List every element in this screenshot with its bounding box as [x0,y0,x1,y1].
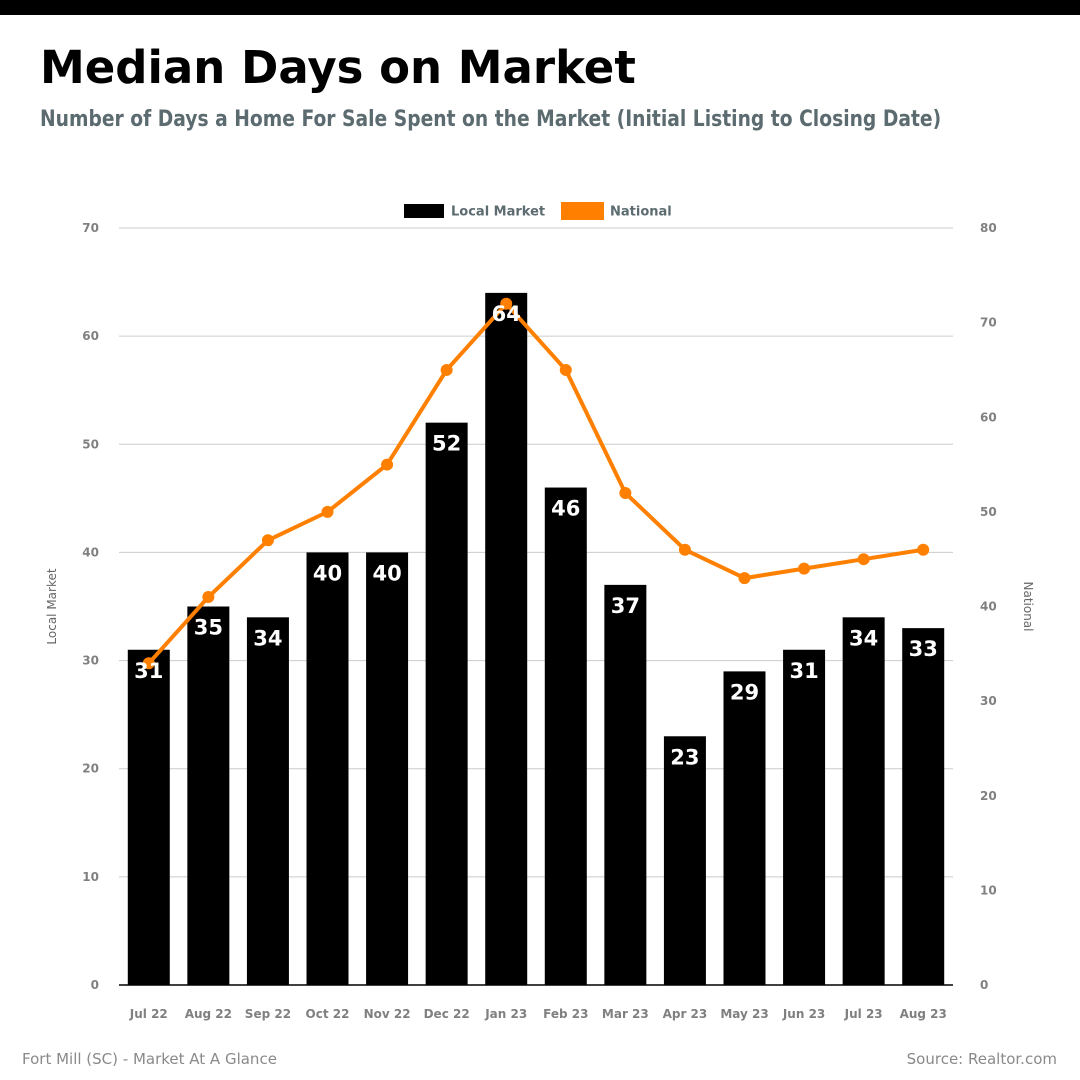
bar-local-market [842,617,885,985]
bar-local-market [366,552,409,985]
y-left-tick-label: 0 [91,978,99,992]
legend-swatch-local-market [404,204,444,218]
y-left-tick-label: 20 [82,762,99,776]
bar-value-label: 23 [670,745,699,769]
bar-value-label: 52 [432,432,461,456]
bar-value-label: 31 [134,659,163,683]
bar-local-market [485,292,528,985]
x-tick-label: Mar 23 [602,1007,649,1021]
bar-local-market [127,649,170,985]
point-national [559,363,572,376]
bar-local-market [187,606,230,985]
bar-value-label: 46 [551,497,580,521]
bar-local-market [783,649,826,985]
point-national [261,534,274,547]
point-national [440,363,453,376]
bar-value-label: 29 [730,680,759,704]
y-left-tick-label: 40 [82,545,99,559]
bar-local-market [306,552,349,985]
footer-source: Source: Realtor.com [906,1050,1057,1068]
bar-value-label: 31 [789,659,818,683]
x-tick-label: Jul 23 [844,1007,883,1021]
bar-local-market [604,584,647,985]
y-right-tick-label: 70 [980,316,997,330]
legend-label-national: National [610,205,672,220]
point-national [321,505,334,518]
y-left-tick-label: 50 [82,437,99,451]
line-national [146,301,926,666]
y-right-tick-label: 20 [980,789,997,803]
point-national [798,562,811,575]
x-tick-label: Nov 22 [364,1007,411,1021]
x-tick-label: Jun 23 [782,1007,825,1021]
bar-value-label: 64 [492,302,521,326]
bar-value-label: 37 [611,594,640,618]
x-tick-label: May 23 [720,1007,768,1021]
y-right-tick-label: 40 [980,600,997,614]
point-national [142,657,155,670]
bar-local-market [902,628,945,985]
x-tick-label: Aug 22 [185,1007,232,1021]
bar-local-market [246,617,289,985]
legend-label-local-market: Local Market [451,205,545,220]
bar-value-label: 40 [372,561,401,585]
bar-local-market [544,487,587,985]
y-left-tick-label: 10 [82,870,99,884]
bar-value-label: 34 [849,626,878,650]
y-right-tick-label: 10 [980,883,997,897]
bar-local-market [723,671,766,985]
point-national [202,591,215,604]
bar-value-label: 40 [313,561,342,585]
bar-local-market [663,736,706,985]
y-left-tick-label: 70 [82,221,99,235]
y-left-tick-label: 60 [82,329,99,343]
page-subtitle: Number of Days a Home For Sale Spent on … [40,107,942,132]
x-tick-label: Feb 23 [543,1007,588,1021]
y-left-axis-title: Local Market [45,568,59,644]
y-right-tick-label: 30 [980,694,997,708]
y-right-tick-label: 60 [980,410,997,424]
legend-swatch-national [561,202,604,220]
bar-value-label: 34 [253,626,282,650]
bar-value-label: 33 [909,637,938,661]
page-title: Median Days on Market [40,41,636,94]
point-national [857,553,870,566]
x-tick-label: Apr 23 [663,1007,708,1021]
y-right-tick-label: 50 [980,505,997,519]
x-tick-label: Jul 22 [129,1007,168,1021]
y-right-tick-label: 0 [980,978,988,992]
bar-local-market [425,422,468,986]
x-tick-label: Jan 23 [484,1007,527,1021]
top-bar [0,0,1080,15]
x-tick-label: Sep 22 [245,1007,291,1021]
x-tick-label: Aug 23 [900,1007,947,1021]
y-right-tick-label: 80 [980,221,997,235]
y-left-tick-label: 30 [82,654,99,668]
footer-market-label: Fort Mill (SC) - Market At A Glance [22,1050,277,1068]
x-tick-label: Oct 22 [306,1007,350,1021]
y-right-axis-title: National [1021,581,1035,631]
point-national [738,572,751,585]
point-national [381,458,394,471]
bar-value-label: 35 [194,616,223,640]
point-national [678,543,691,556]
point-national [500,297,513,310]
point-national [917,543,930,556]
x-tick-label: Dec 22 [424,1007,470,1021]
point-national [619,486,632,499]
